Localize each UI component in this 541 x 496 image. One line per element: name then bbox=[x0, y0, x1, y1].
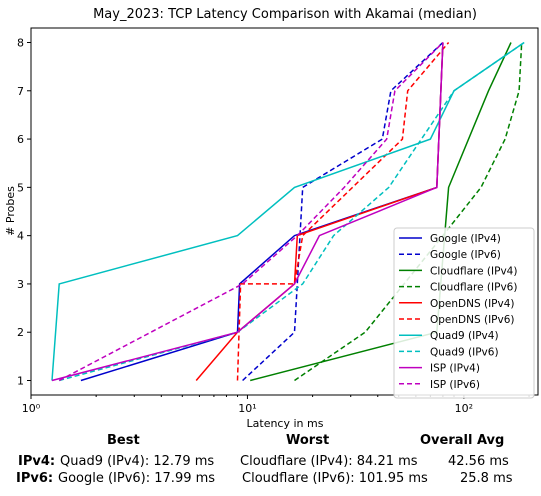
x-tick-label: 10⁰ bbox=[22, 402, 41, 415]
y-tick-label: 3 bbox=[17, 278, 24, 291]
legend-label-google-ipv4: Google (IPv4) bbox=[430, 233, 501, 245]
summary-table: Best Worst Overall Avg IPv4: Quad9 (IPv4… bbox=[0, 430, 541, 496]
series-layer bbox=[51, 41, 525, 382]
summary-worst-ipv4: Cloudflare (IPv4): 84.21 ms bbox=[240, 454, 418, 469]
legend-label-cloudflare-ipv4: Cloudflare (IPv4) bbox=[430, 265, 517, 277]
summary-header-best: Best bbox=[107, 433, 140, 448]
y-tick-label: 8 bbox=[17, 36, 24, 49]
summary-worst-ipv6: Cloudflare (IPv6): 101.95 ms bbox=[242, 471, 428, 486]
legend-label-isp-ipv4: ISP (IPv4) bbox=[430, 363, 480, 375]
summary-row-label-ipv6: IPv6: bbox=[16, 471, 54, 486]
y-tick-label: 4 bbox=[17, 230, 24, 243]
x-axis-label: Latency in ms bbox=[247, 417, 324, 430]
summary-best-ipv4: Quad9 (IPv4): 12.79 ms bbox=[60, 454, 215, 469]
summary-avg-ipv6: 25.8 ms bbox=[460, 471, 513, 486]
legend: Google (IPv4) Google (IPv6) Cloudflare (IP… bbox=[393, 227, 535, 399]
series-line-google-ipv4 bbox=[80, 42, 444, 382]
legend-label-opendns-ipv4: OpenDNS (IPv4) bbox=[430, 298, 515, 310]
legend-label-quad9-ipv4: Quad9 (IPv4) bbox=[430, 330, 499, 342]
legend-box bbox=[393, 227, 535, 399]
x-tick-label: 10² bbox=[455, 402, 473, 415]
legend-label-google-ipv6: Google (IPv6) bbox=[430, 249, 501, 261]
series-line-isp-ipv6 bbox=[58, 41, 444, 382]
legend-label-quad9-ipv6: Quad9 (IPv6) bbox=[430, 346, 499, 358]
y-tick-label: 6 bbox=[17, 133, 24, 146]
series-line-opendns-ipv6 bbox=[236, 42, 450, 381]
axis-ticks: 10⁰ 10¹ 10² 1 2 3 4 5 6 7 8 bbox=[17, 36, 530, 415]
series-line-isp-ipv4 bbox=[51, 42, 444, 382]
latency-chart: May_2023: TCP Latency Comparison with Ak… bbox=[4, 7, 539, 430]
legend-label-opendns-ipv6: OpenDNS (IPv6) bbox=[430, 314, 515, 326]
y-tick-label: 2 bbox=[17, 326, 24, 339]
y-axis-label: # Probes bbox=[4, 186, 17, 236]
legend-label-cloudflare-ipv6: Cloudflare (IPv6) bbox=[430, 282, 517, 294]
summary-header-worst: Worst bbox=[286, 433, 330, 448]
y-tick-label: 7 bbox=[17, 85, 24, 98]
summary-avg-ipv4: 42.56 ms bbox=[448, 454, 509, 469]
summary-row-label-ipv4: IPv4: bbox=[18, 454, 56, 469]
y-tick-label: 5 bbox=[17, 181, 24, 194]
summary-best-ipv6: Google (IPv6): 17.99 ms bbox=[58, 471, 216, 486]
plot-frame bbox=[30, 27, 539, 396]
legend-label-isp-ipv6: ISP (IPv6) bbox=[430, 379, 480, 391]
chart-title: May_2023: TCP Latency Comparison with Ak… bbox=[93, 7, 477, 22]
y-tick-label: 1 bbox=[17, 375, 24, 388]
x-tick-label: 10¹ bbox=[238, 402, 256, 415]
series-line-cloudflare-ipv4 bbox=[250, 42, 512, 382]
summary-header-avg: Overall Avg bbox=[420, 433, 505, 448]
